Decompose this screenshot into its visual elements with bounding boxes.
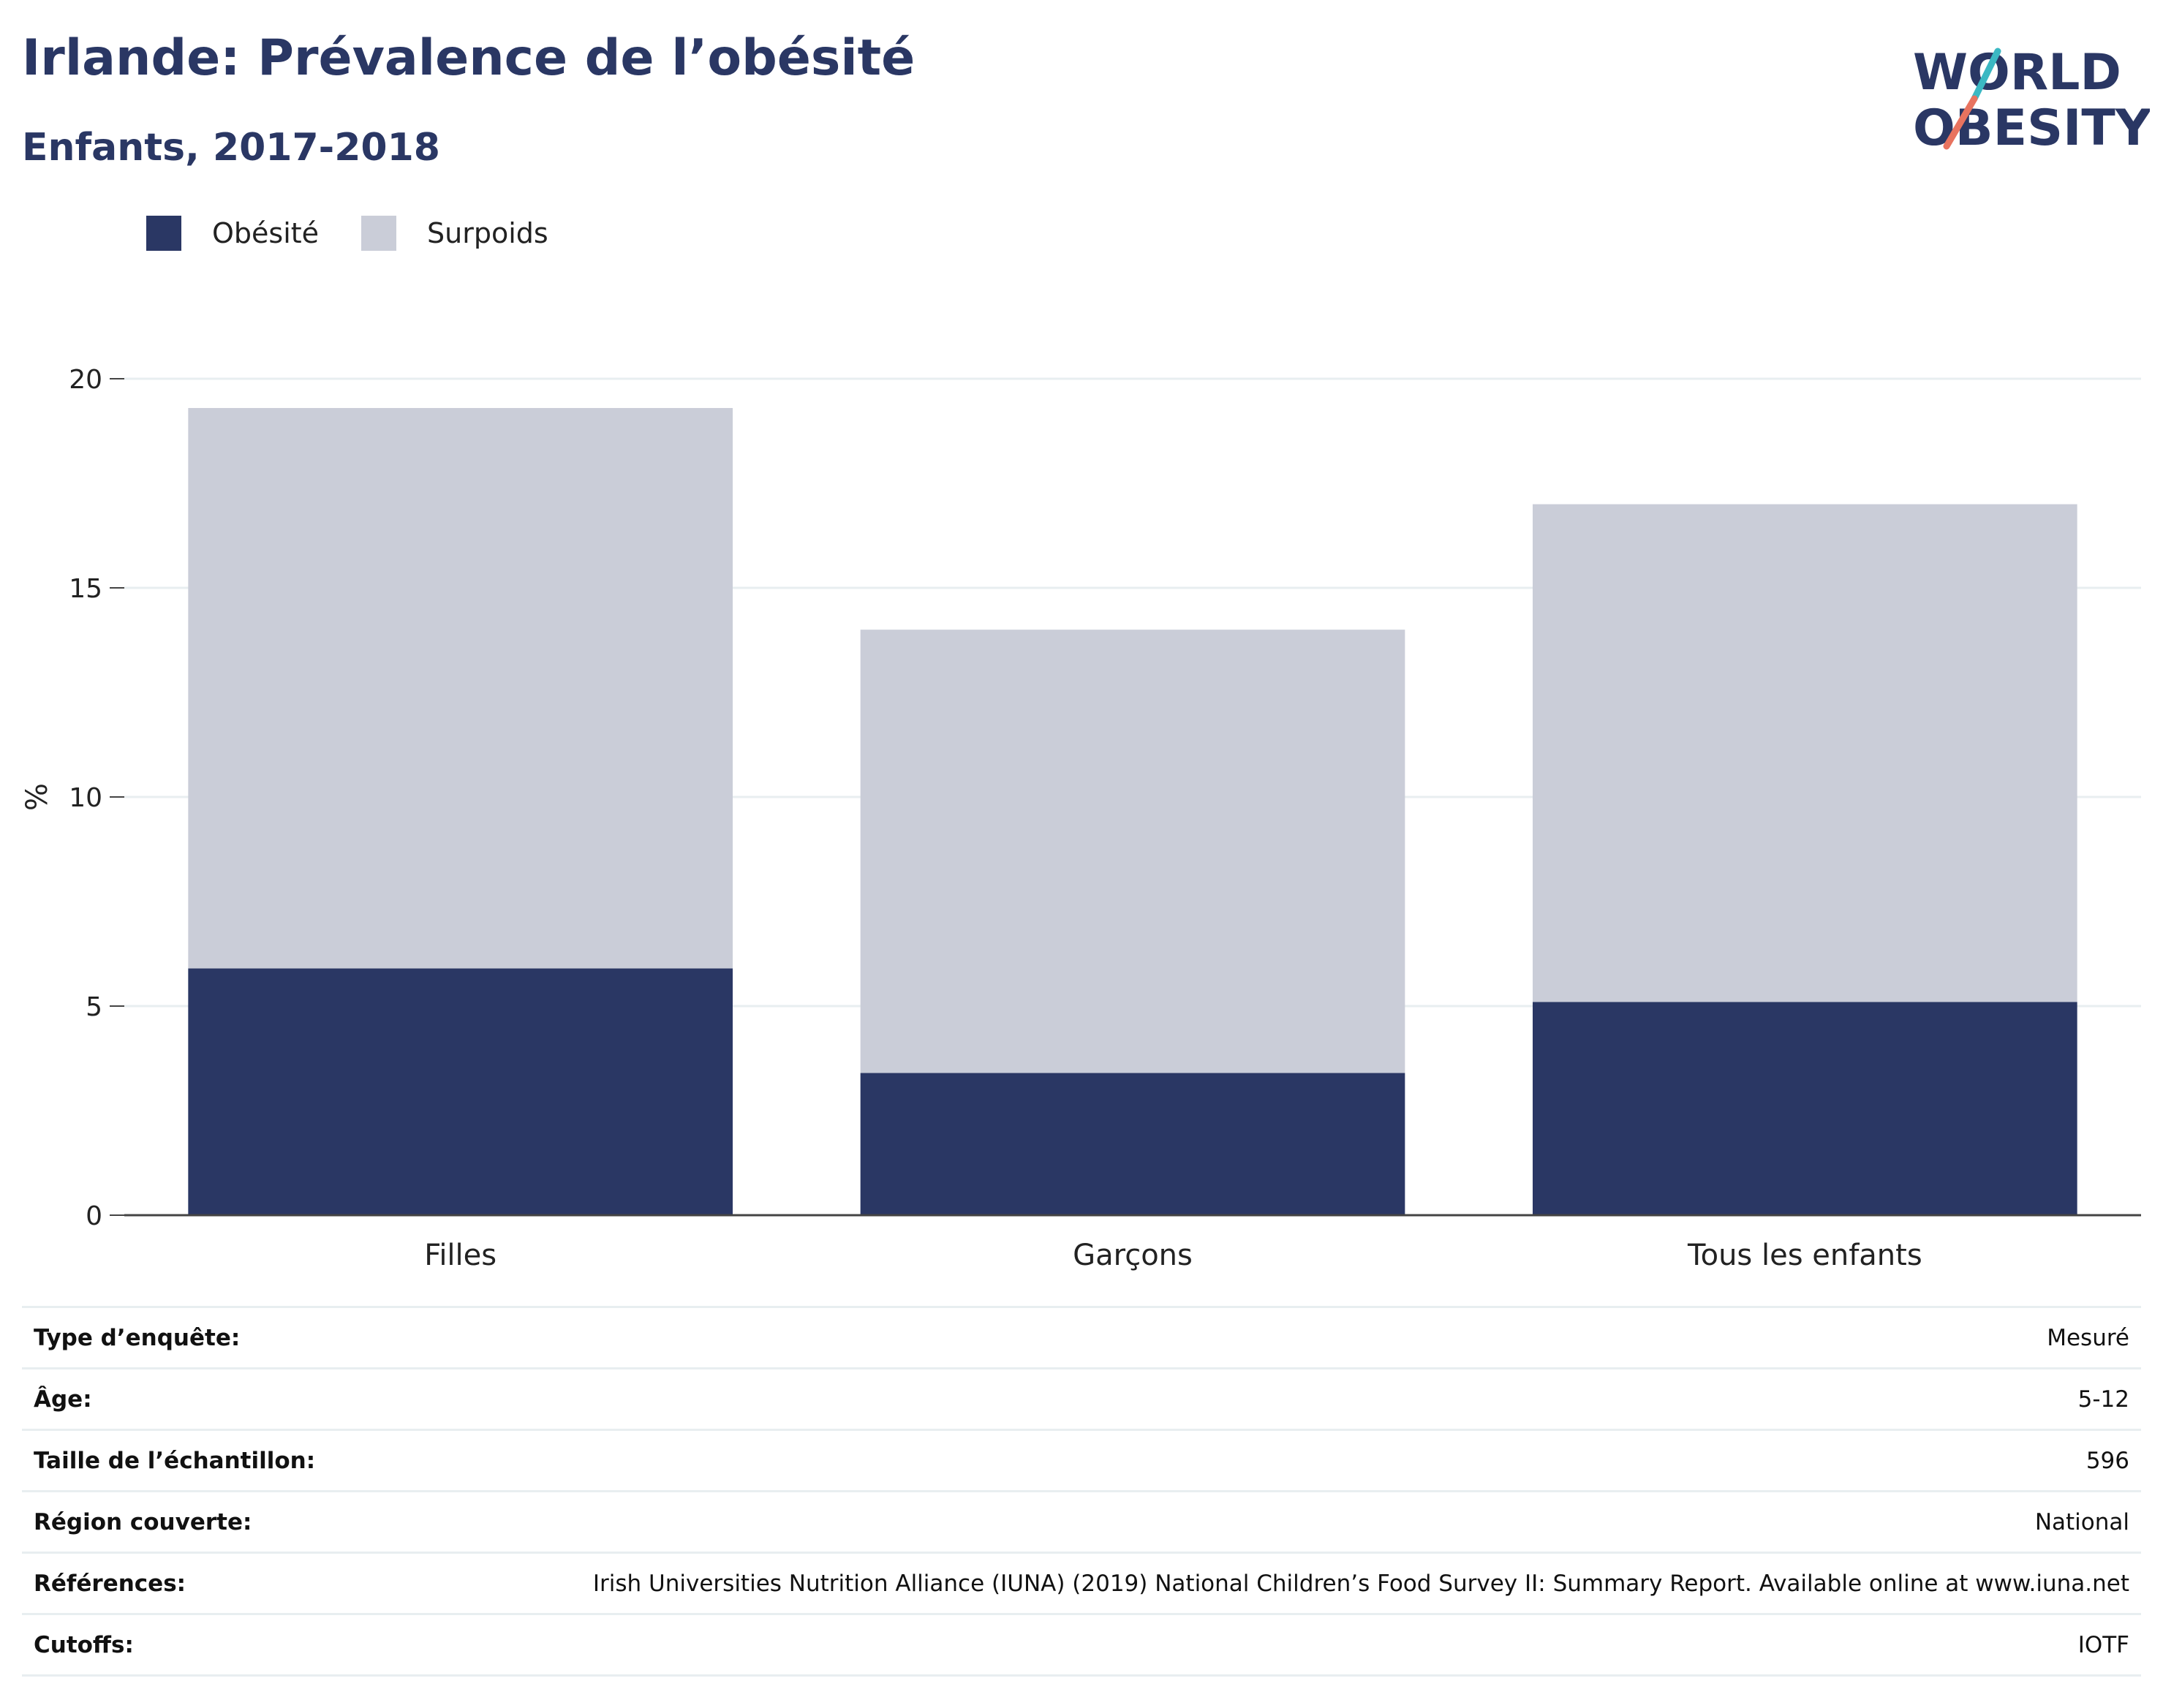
- table-row-label: Région couverte:: [34, 1508, 252, 1535]
- table-row-label: Taille de l’échantillon:: [34, 1447, 316, 1474]
- page-title: Irlande: Prévalence de l’obésité: [22, 29, 916, 87]
- table-row-label: Cutoffs:: [34, 1631, 134, 1658]
- bar-overweight-3: [1533, 504, 2077, 1002]
- bar-obesity-1: [188, 968, 733, 1215]
- table-row: Type d’enquête: Mesuré: [22, 1306, 2141, 1367]
- table-row: Âge: 5-12: [22, 1367, 2141, 1429]
- page-subtitle: Enfants, 2017-2018: [22, 126, 440, 170]
- table-row-value: IOTF: [2077, 1631, 2129, 1658]
- table-row-value: 5-12: [2077, 1386, 2129, 1413]
- table-row-label: Type d’enquête:: [34, 1324, 241, 1351]
- legend-item-overweight: Surpoids: [361, 216, 548, 251]
- chart-legend: Obésité Surpoids: [146, 216, 591, 251]
- y-tick-label: 5: [86, 992, 102, 1022]
- survey-info-table: Type d’enquête: Mesuré Âge: 5-12 Taille de l…: [22, 1306, 2141, 1677]
- table-row: Cutoffs: IOTF: [22, 1613, 2141, 1677]
- table-row-label: Références:: [34, 1570, 186, 1597]
- y-tick-label: 0: [86, 1201, 102, 1231]
- table-row-value: 596: [2085, 1447, 2129, 1474]
- logo-slash-teal: [1971, 48, 2001, 102]
- table-row-value: National: [2034, 1508, 2129, 1535]
- bar-obesity-3: [1533, 1002, 2077, 1215]
- legend-label: Surpoids: [427, 217, 548, 249]
- legend-swatch: [361, 216, 397, 251]
- world-obesity-logo: WORLD OBESITY: [1913, 44, 2150, 157]
- table-row: Références: Irish Universities Nutrition …: [22, 1552, 2141, 1613]
- y-tick-label: 15: [69, 574, 102, 604]
- bar-overweight-2: [860, 630, 1405, 1073]
- bar-overweight-1: [188, 408, 733, 969]
- table-row: Région couverte: National: [22, 1490, 2141, 1552]
- bar-obesity-2: [860, 1073, 1405, 1215]
- table-row-value: Mesuré: [2047, 1324, 2129, 1351]
- x-tick-label: Filles: [424, 1239, 497, 1272]
- logo-text-obesity: OBESITY: [1913, 99, 2150, 157]
- x-tick-label: Tous les enfants: [1687, 1239, 1922, 1272]
- table-row-value: Irish Universities Nutrition Alliance (I…: [592, 1570, 2129, 1597]
- y-tick-label: 20: [69, 365, 102, 395]
- stacked-bar-chart: 0 5 10 15 20% Filles Garçons Tous les enfants: [20, 365, 2141, 1272]
- table-row-label: Âge:: [34, 1386, 92, 1413]
- y-tick-label: 10: [69, 783, 102, 813]
- legend-label: Obésité: [212, 217, 320, 249]
- logo-text-world: WORLD: [1913, 44, 2121, 102]
- logo-slash-coral: [1943, 95, 1978, 150]
- x-tick-label: Garçons: [1073, 1239, 1193, 1272]
- legend-swatch: [146, 216, 181, 251]
- table-row: Taille de l’échantillon: 596: [22, 1429, 2141, 1490]
- legend-item-obesity: Obésité: [146, 216, 319, 251]
- y-axis-label: %: [20, 783, 54, 811]
